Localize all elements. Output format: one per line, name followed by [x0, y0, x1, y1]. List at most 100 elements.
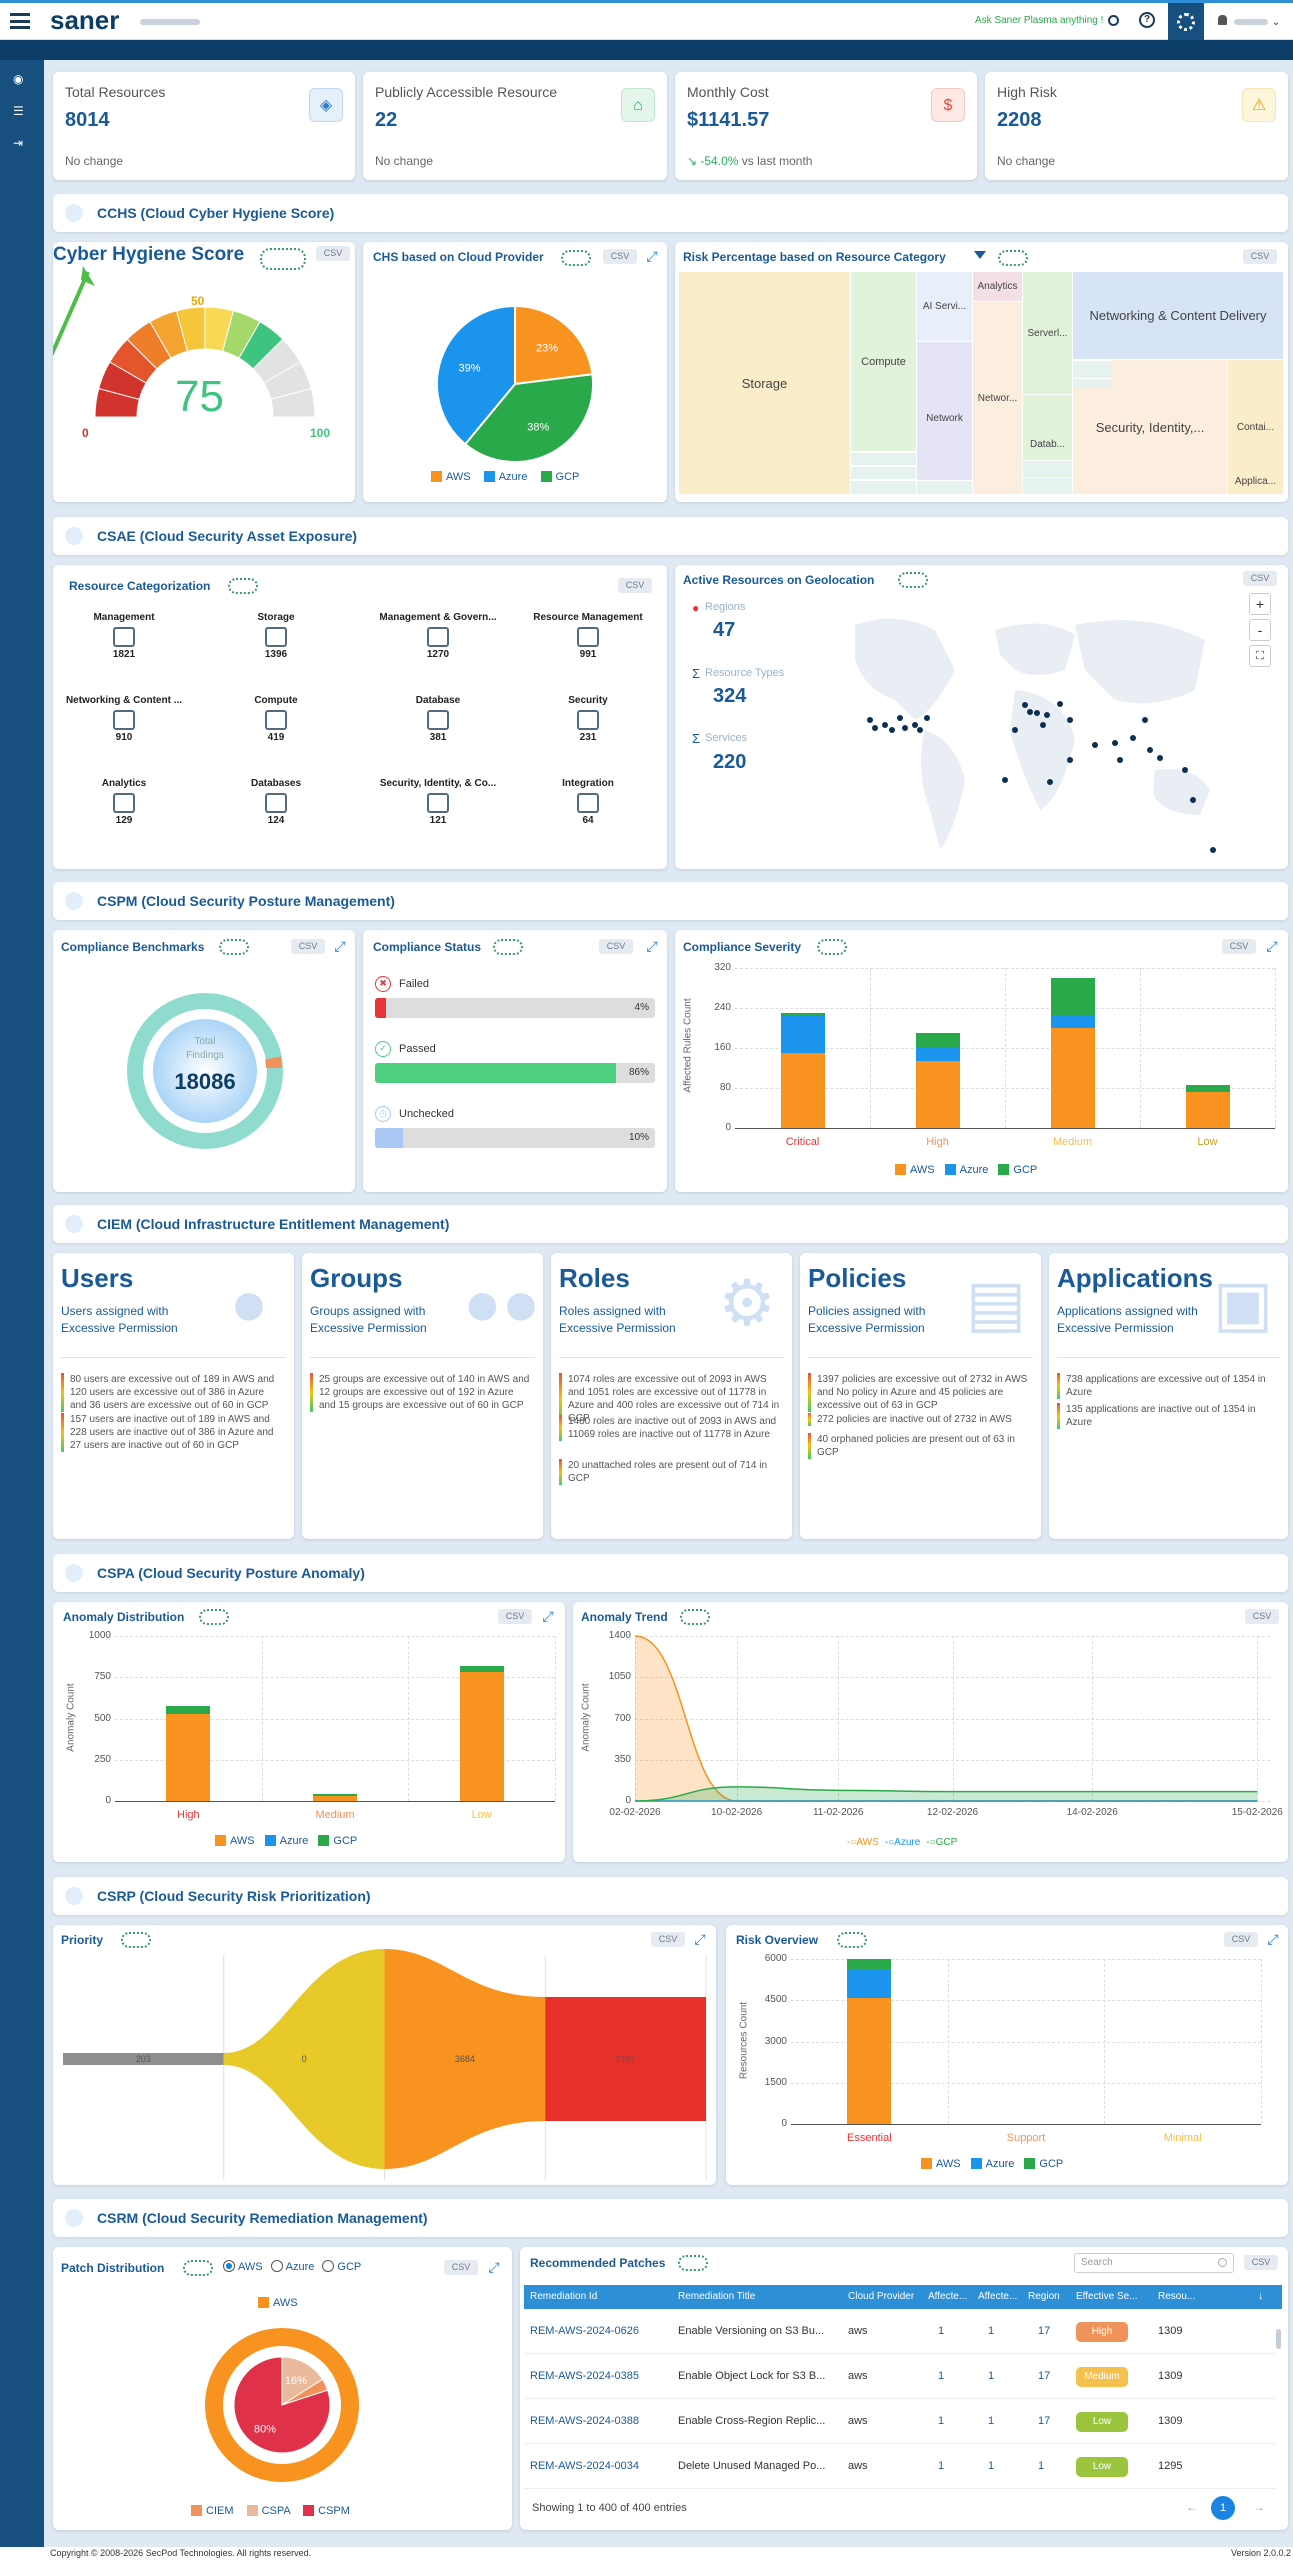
treemap-cell[interactable]: Networ... — [973, 302, 1022, 494]
ai-brain-icon[interactable] — [199, 1609, 229, 1625]
legend-item[interactable]: Azure — [985, 2158, 1015, 2170]
resource-dot[interactable] — [1057, 701, 1063, 707]
legend-cspm[interactable]: CSPM — [318, 2505, 350, 2517]
table-row[interactable]: REM-AWS-2024-0388 Enable Cross-Region Rep… — [524, 2399, 1276, 2444]
bar-gcp[interactable] — [847, 1959, 892, 1970]
legend-item[interactable]: AWS — [910, 1164, 935, 1176]
legend-item[interactable]: Azure — [894, 1837, 921, 1848]
bar-azure[interactable] — [915, 1048, 960, 1061]
csv-button[interactable]: CSV — [1244, 2255, 1278, 2270]
zoom-out-button[interactable]: - — [1249, 619, 1271, 641]
pie-slice[interactable] — [436, 304, 516, 446]
table-row[interactable]: REM-AWS-2024-0385 Enable Object Lock for … — [524, 2354, 1276, 2399]
bar-aws[interactable] — [1050, 1028, 1095, 1128]
bar-aws[interactable] — [1185, 1092, 1230, 1128]
funnel-segment-p2[interactable] — [384, 1949, 546, 2169]
resource-dot[interactable] — [1130, 735, 1136, 741]
world-map[interactable] — [815, 600, 1235, 860]
csv-button[interactable]: CSV — [618, 578, 652, 593]
column-header[interactable]: Effective Se... — [1076, 2291, 1138, 2302]
resource-dot[interactable] — [1112, 740, 1118, 746]
ai-brain-icon[interactable] — [493, 939, 523, 955]
filter-icon[interactable] — [974, 251, 986, 259]
category-tile[interactable]: Integration 64 — [523, 778, 653, 826]
resource-dot[interactable] — [1022, 702, 1028, 708]
legend-item[interactable]: AWS — [230, 1835, 255, 1847]
cell-id[interactable]: REM-AWS-2024-0034 — [530, 2460, 640, 2472]
resource-dot[interactable] — [1067, 757, 1073, 763]
column-header[interactable]: Region — [1028, 2291, 1060, 2302]
legend-item[interactable]: AWS — [856, 1837, 879, 1848]
ciem-card-groups[interactable]: Groups Groups assigned with Excessive Per… — [302, 1253, 543, 1539]
resource-dot[interactable] — [1210, 847, 1216, 853]
treemap-cell-minor[interactable] — [1073, 378, 1112, 387]
legend-item[interactable]: GCP — [1013, 1164, 1038, 1176]
treemap-cell[interactable]: Storage — [679, 272, 850, 494]
resource-dot[interactable] — [872, 725, 878, 731]
hamburger-menu-icon[interactable] — [10, 13, 30, 29]
radio-aws[interactable] — [223, 2260, 235, 2272]
cell-id[interactable]: REM-AWS-2024-0388 — [530, 2415, 640, 2427]
stat-card[interactable]: Publicly Accessible Resource 22 No change ⌂ — [363, 72, 667, 180]
bar-azure[interactable] — [780, 1015, 825, 1053]
treemap-cell-minor[interactable] — [851, 480, 916, 494]
fit-map-button[interactable]: ⛶ — [1249, 645, 1271, 667]
bar-gcp[interactable] — [1050, 978, 1095, 1016]
category-tile[interactable]: Analytics 129 — [59, 778, 189, 826]
funnel-segment-p4[interactable] — [63, 2053, 224, 2065]
prev-page-button[interactable]: ← — [1186, 2500, 1198, 2514]
expand-icon[interactable]: ⤢ — [646, 248, 658, 264]
csv-button[interactable]: CSV — [291, 939, 325, 954]
treemap-cell[interactable]: Applica... — [1228, 469, 1283, 494]
resource-dot[interactable] — [1012, 727, 1018, 733]
legend-ciem[interactable]: CIEM — [206, 2505, 234, 2517]
resource-dot[interactable] — [1190, 797, 1196, 803]
stat-card[interactable]: Total Resources 8014 No change ◈ — [53, 72, 355, 180]
treemap-cell[interactable]: Serverl... — [1023, 272, 1072, 394]
resource-dot[interactable] — [1147, 747, 1153, 753]
help-icon[interactable]: ? — [1139, 12, 1155, 28]
resource-dot[interactable] — [1182, 767, 1188, 773]
treemap-cell-minor[interactable] — [851, 452, 916, 465]
resource-dot[interactable] — [1067, 717, 1073, 723]
ciem-card-roles[interactable]: Roles Roles assigned with Excessive Permi… — [551, 1253, 792, 1539]
ai-brain-icon[interactable] — [228, 578, 258, 594]
category-tile[interactable]: Security 231 — [523, 695, 653, 743]
bar-azure[interactable] — [1050, 1015, 1095, 1028]
radio-gcp[interactable] — [322, 2260, 335, 2272]
treemap-cell-minor[interactable] — [1023, 477, 1072, 494]
legend-item[interactable]: Azure — [959, 1164, 989, 1176]
resource-dot[interactable] — [1092, 742, 1098, 748]
resource-dot[interactable] — [1157, 755, 1163, 761]
csv-button[interactable]: CSV — [599, 939, 633, 954]
page-1-button[interactable]: 1 — [1211, 2496, 1235, 2520]
legend-gcp[interactable]: GCP — [555, 471, 580, 483]
bar-aws[interactable] — [313, 1796, 357, 1801]
category-tile[interactable]: Management 1821 — [59, 612, 189, 660]
radio-azure[interactable] — [270, 2260, 283, 2272]
ai-brain-icon[interactable] — [837, 1932, 867, 1948]
csv-button[interactable]: CSV — [1243, 249, 1277, 264]
resource-dot[interactable] — [867, 717, 873, 723]
resource-dot[interactable] — [912, 722, 918, 728]
bar-aws[interactable] — [915, 1060, 960, 1128]
category-tile[interactable]: Database 381 — [373, 695, 503, 743]
category-tile[interactable]: Databases 124 — [211, 778, 341, 826]
bar-azure[interactable] — [847, 1970, 892, 1998]
legend-item[interactable]: GCP — [333, 1835, 358, 1847]
treemap-cell-minor[interactable] — [1073, 360, 1112, 377]
ai-brain-icon[interactable] — [817, 939, 847, 955]
category-tile[interactable]: Networking & Content ... 910 — [59, 695, 189, 743]
legend-cspa[interactable]: CSPA — [261, 2505, 291, 2517]
bar-gcp[interactable] — [166, 1706, 211, 1714]
csv-button[interactable]: CSV — [651, 1932, 685, 1947]
legend-aws[interactable]: AWS — [446, 471, 471, 483]
expand-icon[interactable]: ⤢ — [334, 938, 346, 954]
ai-brain-icon[interactable] — [680, 1609, 710, 1625]
treemap-cell[interactable]: Compute — [851, 272, 916, 451]
resource-dot[interactable] — [1034, 710, 1040, 716]
bar-gcp[interactable] — [1185, 1084, 1230, 1092]
zoom-in-button[interactable]: + — [1249, 593, 1271, 615]
csv-button[interactable]: CSV — [444, 2260, 478, 2275]
treemap-cell[interactable]: AI Servi... — [917, 272, 972, 341]
